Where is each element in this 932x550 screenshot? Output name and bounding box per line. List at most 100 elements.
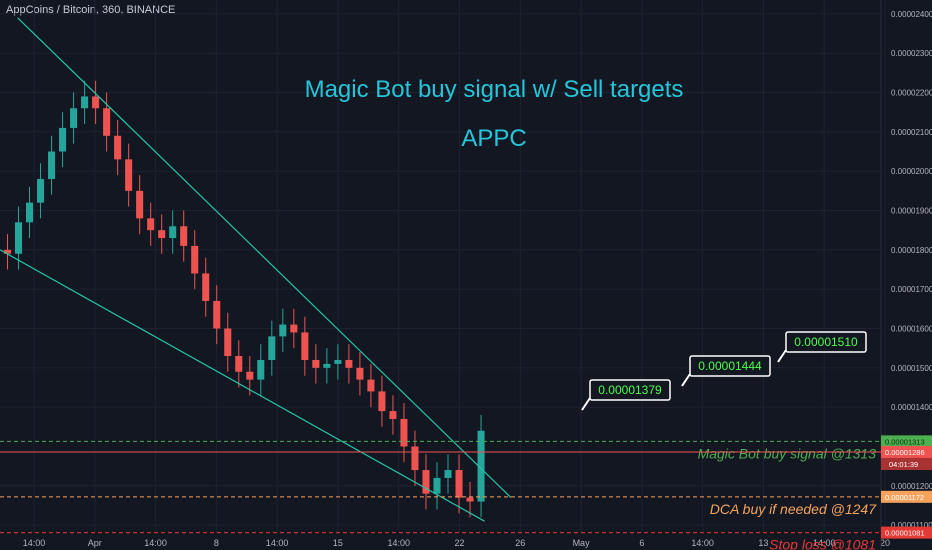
price-tag-current (881, 445, 932, 458)
candle-body (356, 367, 364, 380)
y-tick-label: 0.00001400 (891, 403, 932, 412)
x-tick-label: 26 (515, 538, 525, 548)
trendline-lower (0, 249, 485, 522)
price-tag-label-buy: 0.00001313 (885, 437, 925, 446)
countdown-label: 04:01:39 (889, 460, 918, 469)
candle-body (224, 328, 232, 357)
candle-body (37, 179, 45, 203)
level-text-buy: Magic Bot buy signal @1313 (698, 445, 877, 461)
candle-body (400, 418, 408, 447)
x-tick-label: 6 (639, 538, 644, 548)
price-tag-label-stop: 0.00001081 (885, 529, 925, 538)
candle-body (279, 324, 287, 337)
candle-body (290, 324, 298, 333)
target-box (589, 379, 671, 401)
candle-body (323, 363, 331, 368)
x-tick-label: 22 (454, 538, 464, 548)
candle-body (114, 135, 122, 160)
target-label: 0.00001379 (598, 383, 662, 397)
y-tick-label: 0.00002000 (891, 167, 932, 176)
price-tag-dca (881, 490, 932, 503)
y-tick-label: 0.00001700 (891, 285, 932, 294)
candle-body (103, 108, 111, 136)
candle-body (81, 96, 89, 109)
candle-body (26, 202, 34, 223)
price-tag-stop (881, 526, 932, 539)
price-tag-label-current: 0.00001286 (885, 448, 925, 457)
x-tick-label: 15 (333, 538, 343, 548)
target-pointer (777, 349, 787, 363)
target-box (689, 355, 771, 377)
candle-body (334, 359, 342, 364)
candle-body (257, 359, 265, 380)
candle-body (136, 190, 144, 219)
x-tick-label: 13 (758, 538, 768, 548)
candle-body (213, 300, 221, 329)
level-text-dca: DCA buy if needed @1247 (710, 501, 877, 517)
x-tick-label: 14:00 (691, 538, 714, 548)
x-tick-label: 8 (214, 538, 219, 548)
chart-subtitle: APPC (461, 125, 526, 152)
candle-body (3, 249, 12, 254)
x-tick-label: May (573, 538, 591, 548)
y-tick-label: 0.00002100 (891, 128, 932, 137)
x-tick-label: 14:00 (144, 538, 167, 548)
candle-body (70, 108, 78, 128)
candle-body (246, 371, 254, 380)
target-box (785, 331, 867, 353)
candle-body (466, 497, 474, 502)
x-tick-label: 14:00 (23, 538, 46, 548)
candle-body (345, 359, 353, 368)
countdown-tag (881, 457, 932, 470)
candle-body (59, 127, 67, 152)
candle-body (48, 151, 56, 180)
x-tick-label: 14:00 (266, 538, 289, 548)
candle-body (389, 411, 397, 419)
y-tick-label: 0.00001200 (891, 482, 932, 491)
target-pointer (581, 397, 591, 411)
trendline-upper (17, 17, 512, 499)
candle-body (367, 379, 375, 392)
y-tick-label: 0.00001600 (891, 324, 932, 333)
candle-body (235, 356, 243, 372)
chart-title: Magic Bot buy signal w/ Sell targets (305, 76, 684, 103)
y-tick-label: 0.00001100 (891, 521, 932, 530)
candle-body (312, 359, 320, 368)
x-tick-label: Apr (88, 538, 102, 548)
candle-body (268, 336, 276, 360)
candle-body (125, 159, 133, 191)
candle-body (422, 470, 430, 494)
target-pointer (681, 373, 691, 387)
target-label: 0.00001444 (698, 359, 762, 373)
y-tick-label: 0.00001500 (891, 364, 932, 373)
candle-body (158, 230, 166, 239)
price-tag-buy (881, 435, 932, 448)
target-label: 0.00001510 (794, 335, 858, 349)
candle-body (92, 96, 100, 109)
candle-body (477, 430, 485, 502)
candle-body (180, 226, 188, 246)
candle-body (433, 477, 441, 494)
candle-body (14, 222, 23, 254)
y-tick-label: 0.00002300 (891, 49, 932, 58)
x-tick-label: 14:00 (387, 538, 410, 548)
candle-body (301, 332, 309, 360)
candle-body (444, 470, 452, 478)
price-tag-label-dca: 0.00001172 (885, 493, 924, 502)
y-tick-label: 0.00001800 (891, 246, 932, 255)
candle-body (378, 391, 386, 412)
level-text-stop: Stop loss @1081 (769, 537, 876, 550)
candle-body (411, 446, 419, 471)
symbol-title: AppCoins / Bitcoin, 360, BINANCE (6, 4, 176, 16)
y-tick-label: 0.00002200 (891, 89, 932, 98)
candle-body (455, 470, 463, 498)
candle-body (191, 245, 199, 274)
candle-body (202, 273, 210, 301)
y-tick-label: 0.00002400 (891, 10, 932, 19)
x-tick-label: 20 (880, 538, 890, 548)
candle-body (169, 226, 177, 239)
candle-body (147, 218, 155, 231)
y-tick-label: 0.00001900 (891, 207, 932, 216)
x-tick-label: 14:00 (813, 538, 836, 548)
